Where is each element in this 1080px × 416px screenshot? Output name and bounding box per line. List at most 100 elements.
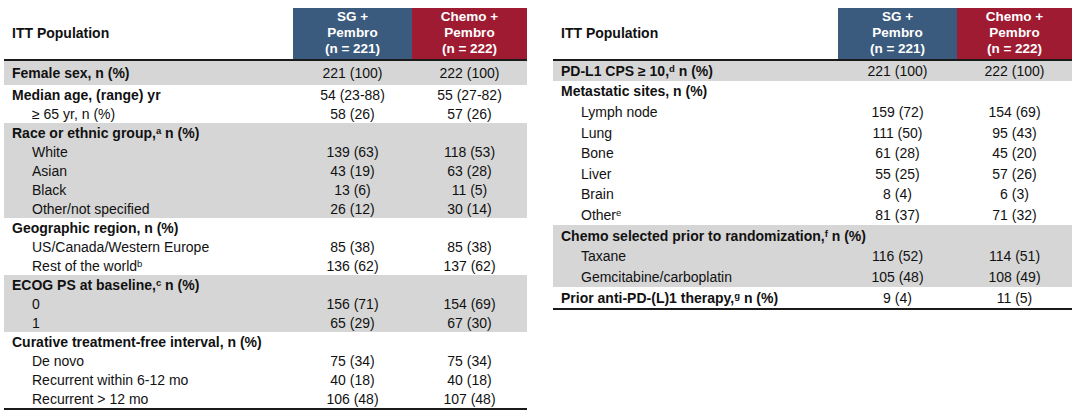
value-sg-pembro	[293, 123, 412, 142]
value-sg-pembro	[293, 332, 412, 351]
row-label: Liver	[553, 164, 838, 185]
table-row: Curative treatment-free interval, n (%)	[4, 332, 527, 351]
row-label-text: Chemo selected prior to randomization,	[561, 228, 825, 244]
table-title: ITT Population	[553, 8, 838, 61]
table-row: Liver 55 (25) 57 (26)	[553, 164, 1072, 185]
row-label-text: Recurrent within 6-12 mo	[32, 372, 188, 388]
row-label: Othere	[553, 205, 838, 226]
row-label-text: Gemcitabine/carboplatin	[581, 269, 732, 285]
row-label-text: ≥ 65 yr, n (%)	[32, 106, 115, 122]
value-sg-pembro: 54 (23-88)	[293, 85, 412, 104]
row-label-suffix: n (%)	[828, 228, 866, 244]
row-label: Bone	[553, 143, 838, 164]
footnote-marker: e	[616, 207, 621, 218]
value-sg-pembro	[838, 81, 957, 102]
value-sg-pembro	[293, 218, 412, 237]
value-chemo-pembro	[412, 123, 527, 142]
row-label-text: PD-L1 CPS ≥ 10,	[561, 63, 669, 79]
value-sg-pembro: 13 (6)	[293, 180, 412, 199]
row-label: Brain	[553, 184, 838, 205]
row-label: Rest of the worldb	[4, 256, 293, 275]
row-label: Median age, (range) yr	[4, 85, 293, 104]
table-row: Othere 81 (37) 71 (32)	[553, 205, 1072, 226]
row-label: Other/not specified	[4, 199, 293, 218]
row-label: White	[4, 142, 293, 161]
table-row: Median age, (range) yr 54 (23-88) 55 (27…	[4, 85, 527, 104]
value-chemo-pembro: 63 (28)	[412, 161, 527, 180]
row-label: Geographic region, n (%)	[4, 218, 293, 237]
value-sg-pembro: 8 (4)	[838, 184, 957, 205]
value-chemo-pembro: 75 (34)	[412, 351, 527, 370]
value-chemo-pembro: 108 (49)	[957, 267, 1072, 288]
row-label-text: Curative treatment-free interval, n (%)	[12, 334, 262, 350]
footnote-marker: c	[156, 277, 161, 288]
baseline-table-left: ITT Population SG + Pembro (n = 221) Che…	[4, 8, 527, 410]
row-label-text: 0	[32, 296, 40, 312]
row-label-text: Asian	[32, 163, 67, 179]
table-row: Race or ethnic group,a n (%)	[4, 123, 527, 142]
header-row: ITT Population SG + Pembro (n = 221) Che…	[553, 8, 1072, 61]
value-chemo-pembro: 154 (69)	[412, 294, 527, 313]
table-row: Lymph node 159 (72) 154 (69)	[553, 102, 1072, 123]
value-sg-pembro: 116 (52)	[838, 246, 957, 267]
table-row: Metastatic sites, n (%)	[553, 81, 1072, 102]
row-label: Prior anti-PD-(L)1 therapy,g n (%)	[553, 287, 838, 310]
row-label-text: Female sex, n (%)	[12, 65, 130, 81]
value-chemo-pembro	[957, 225, 1072, 246]
value-chemo-pembro: 85 (38)	[412, 237, 527, 256]
value-sg-pembro: 85 (38)	[293, 237, 412, 256]
value-chemo-pembro: 154 (69)	[957, 102, 1072, 123]
row-label-text: Race or ethnic group,	[12, 125, 156, 141]
value-chemo-pembro: 118 (53)	[412, 142, 527, 161]
value-chemo-pembro: 40 (18)	[412, 370, 527, 389]
value-chemo-pembro: 67 (30)	[412, 313, 527, 332]
column-header-sg-pembro: SG + Pembro (n = 221)	[838, 8, 957, 61]
table-row: ≥ 65 yr, n (%) 58 (26) 57 (26)	[4, 104, 527, 123]
value-sg-pembro: 75 (34)	[293, 351, 412, 370]
value-chemo-pembro	[957, 81, 1072, 102]
row-label: Black	[4, 180, 293, 199]
table-row: Lung 111 (50) 95 (43)	[553, 122, 1072, 143]
value-chemo-pembro: 57 (26)	[957, 164, 1072, 185]
table-row: Gemcitabine/carboplatin 105 (48) 108 (49…	[553, 267, 1072, 288]
row-label-suffix: n (%)	[161, 277, 199, 293]
footnote-marker: d	[669, 63, 675, 74]
row-label-text: White	[32, 144, 68, 160]
row-label: Asian	[4, 161, 293, 180]
table-row: US/Canada/Western Europe 85 (38) 85 (38)	[4, 237, 527, 256]
row-label-text: Median age, (range) yr	[12, 87, 161, 103]
row-label: De novo	[4, 351, 293, 370]
value-sg-pembro: 136 (62)	[293, 256, 412, 275]
table-row: Taxane 116 (52) 114 (51)	[553, 246, 1072, 267]
row-label: US/Canada/Western Europe	[4, 237, 293, 256]
table-row: Recurrent within 6-12 mo 40 (18) 40 (18)	[4, 370, 527, 389]
row-label-text: Recurrent > 12 mo	[32, 391, 148, 407]
row-label: ≥ 65 yr, n (%)	[4, 104, 293, 123]
value-chemo-pembro: 222 (100)	[957, 61, 1072, 82]
value-sg-pembro: 159 (72)	[838, 102, 957, 123]
row-label: PD-L1 CPS ≥ 10,d n (%)	[553, 61, 838, 82]
row-label: 0	[4, 294, 293, 313]
value-sg-pembro: 139 (63)	[293, 142, 412, 161]
table-title: ITT Population	[4, 8, 293, 61]
row-label: Lymph node	[553, 102, 838, 123]
header-row: ITT Population SG + Pembro (n = 221) Che…	[4, 8, 527, 61]
table-row: Chemo selected prior to randomization,f …	[553, 225, 1072, 246]
table-row: 0 156 (71) 154 (69)	[4, 294, 527, 313]
value-sg-pembro: 156 (71)	[293, 294, 412, 313]
value-chemo-pembro: 107 (48)	[412, 389, 527, 410]
value-sg-pembro: 9 (4)	[838, 287, 957, 310]
value-chemo-pembro: 6 (3)	[957, 184, 1072, 205]
row-label-text: Bone	[581, 145, 614, 161]
value-chemo-pembro	[412, 218, 527, 237]
row-label-text: US/Canada/Western Europe	[32, 239, 209, 255]
value-chemo-pembro: 30 (14)	[412, 199, 527, 218]
value-sg-pembro: 55 (25)	[838, 164, 957, 185]
value-sg-pembro: 221 (100)	[293, 61, 412, 86]
table-row: Rest of the worldb 136 (62) 137 (62)	[4, 256, 527, 275]
row-label-suffix: n (%)	[740, 290, 778, 306]
value-chemo-pembro: 57 (26)	[412, 104, 527, 123]
value-sg-pembro: 43 (19)	[293, 161, 412, 180]
baseline-characteristics-page: ITT Population SG + Pembro (n = 221) Che…	[0, 0, 1080, 416]
baseline-table-right: ITT Population SG + Pembro (n = 221) Che…	[553, 8, 1072, 310]
